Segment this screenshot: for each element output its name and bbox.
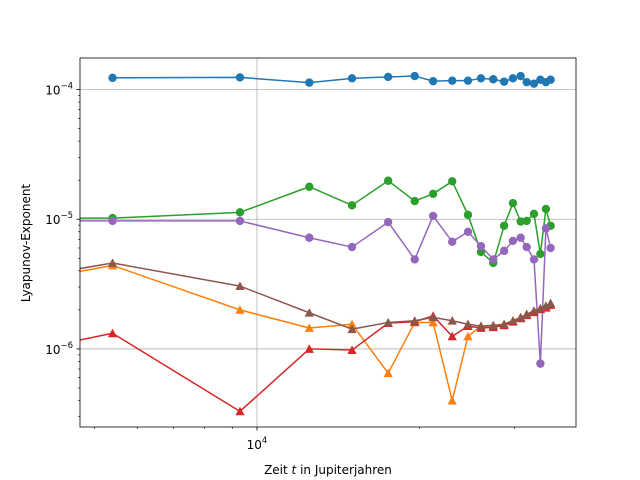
data-point [516,233,525,242]
data-point [235,208,245,217]
x-axis-label: Zeit t in Jupiterjahren [264,463,392,477]
data-point [305,182,314,191]
data-point [235,305,245,314]
y-tick-label: 10−6 [45,341,73,357]
data-point [108,216,117,226]
series-3 [80,211,555,368]
data-point [383,217,393,227]
data-point [516,71,525,81]
data-point [499,246,509,256]
data-point [499,319,509,329]
data-point [522,242,531,252]
data-point [410,316,420,325]
data-series [80,71,556,416]
data-point [463,76,473,85]
data-point [304,308,314,317]
data-point [476,241,486,251]
data-point [305,78,314,87]
plot-frame [79,57,577,428]
data-point [383,72,393,82]
data-point [546,75,555,84]
data-point [508,236,518,246]
data-point [107,328,118,338]
data-point [463,331,473,341]
data-point [529,306,539,315]
data-point [410,196,419,206]
data-point [383,176,393,185]
data-point [536,359,545,368]
data-point [448,76,457,85]
data-point [516,312,526,322]
data-point [476,74,486,83]
y-tick-label: 10−4 [45,82,73,98]
data-point [463,210,473,220]
data-point [235,73,245,82]
data-point [522,216,531,226]
data-point [383,368,393,378]
series-6 [80,258,556,334]
data-point [499,221,509,230]
data-point [499,77,509,86]
data-point [447,316,457,325]
data-point [410,255,419,264]
data-point [448,237,457,246]
data-point [448,177,457,186]
data-point [347,319,357,329]
data-point [463,227,473,236]
y-axis-label: Lyapunov-Exponent [19,184,33,303]
data-point [410,71,419,81]
data-point [428,76,438,86]
data-point [535,303,545,313]
data-point [235,406,245,416]
data-point [347,242,357,252]
data-point [347,201,357,210]
data-point [489,75,498,84]
data-point [347,74,357,83]
data-point [305,233,314,242]
data-point [529,255,539,264]
data-point [488,320,498,330]
data-point [304,344,314,353]
series-1 [108,71,555,88]
data-point [508,198,518,208]
grid-lines [80,58,576,427]
data-point [463,319,473,329]
data-point [541,224,551,233]
data-point [489,255,498,264]
data-point [107,258,118,267]
data-point [347,345,357,354]
data-point [235,281,245,291]
data-point [529,209,539,219]
data-point [522,309,532,319]
data-point [522,77,531,87]
data-point [447,331,457,341]
data-point [428,312,438,322]
ticks: 104 10−6 10−5 10−4 [45,82,515,452]
data-point [508,74,518,83]
data-point [347,324,357,334]
data-point [508,316,518,325]
data-point [108,73,117,83]
data-point [476,321,486,330]
data-point [536,249,545,259]
data-point [304,323,314,332]
data-point [546,243,555,253]
y-tick-label: 10−5 [45,211,73,227]
data-point [541,301,551,310]
data-point [447,395,457,405]
data-point [546,298,556,308]
x-tick-label: 104 [247,436,268,452]
data-point [529,79,539,88]
data-point [541,204,551,214]
data-point [428,211,438,221]
data-point [383,317,393,327]
data-point [235,216,245,226]
data-point [428,189,438,199]
data-point [428,317,438,327]
